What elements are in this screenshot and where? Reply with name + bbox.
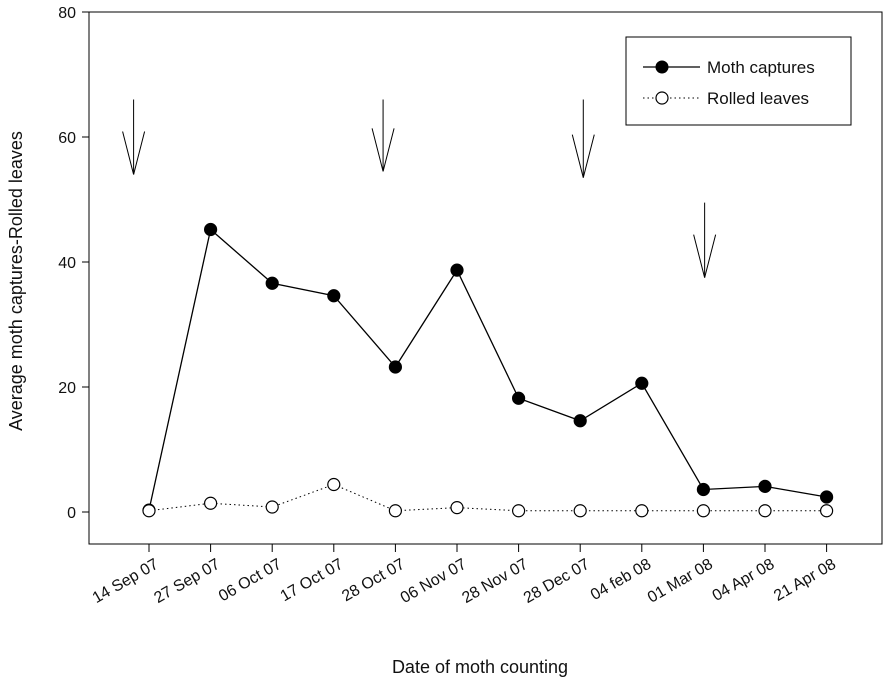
moth-captures-point xyxy=(635,376,649,390)
moth-captures-point xyxy=(204,222,218,237)
legend-marker-rolled xyxy=(655,91,669,105)
legend-label-rolled: Rolled leaves xyxy=(707,89,809,108)
x-tick-label: 06 Oct 07 xyxy=(216,556,285,605)
moth-captures-point xyxy=(511,391,526,405)
moth-captures-point xyxy=(696,482,711,497)
rolled-leaves-point xyxy=(819,504,834,518)
rolled-leaves-point xyxy=(696,504,711,518)
x-axis-title: Date of moth counting xyxy=(392,657,568,677)
y-tick-label: 60 xyxy=(58,130,76,147)
y-tick-label: 40 xyxy=(58,255,76,272)
arrow-annotations xyxy=(122,99,717,278)
arrow-head xyxy=(371,128,395,172)
x-tick-label: 28 Dec 07 xyxy=(521,556,593,607)
moth-captures-line xyxy=(148,228,827,511)
moth-captures-point xyxy=(573,414,587,428)
rolled-leaves-point xyxy=(265,500,279,514)
x-tick-label: 14 Sep 07 xyxy=(90,556,162,607)
arrow-head xyxy=(693,234,717,278)
y-tick-label: 0 xyxy=(67,505,76,522)
x-tick-label: 21 Apr 08 xyxy=(771,556,839,605)
rolled-leaves-point xyxy=(573,504,587,518)
rolled-leaves-point xyxy=(142,504,156,518)
x-tick-label: 28 Oct 07 xyxy=(339,556,408,605)
moth-captures-point xyxy=(388,360,402,374)
x-tick-label: 17 Oct 07 xyxy=(278,556,347,605)
moth-captures-point xyxy=(265,276,279,290)
legend-label-moth: Moth captures xyxy=(707,58,815,77)
rolled-leaves-point xyxy=(204,496,218,510)
arrow-head xyxy=(571,134,595,178)
moth-captures-point xyxy=(327,289,341,303)
plot-frame xyxy=(88,11,883,545)
arrow-head xyxy=(122,131,146,175)
x-tick-label: 28 Nov 07 xyxy=(459,556,531,607)
rolled-leaves-point xyxy=(511,504,526,518)
moth-captures-point xyxy=(450,263,464,277)
rolled-leaves-line xyxy=(148,483,827,512)
rolled-leaves-point xyxy=(450,501,464,515)
y-tick-label: 80 xyxy=(58,5,76,22)
y-axis-title: Average moth captures-Rolled leaves xyxy=(6,131,26,431)
legend: Moth captures Rolled leaves xyxy=(625,36,852,126)
moth-captures-point xyxy=(819,490,834,504)
y-axis: 0 20 40 60 80 xyxy=(58,5,89,522)
legend-box xyxy=(625,36,852,126)
moth-captures-point xyxy=(758,479,772,493)
rolled-leaves-point xyxy=(388,504,402,518)
x-tick-label: 04 Apr 08 xyxy=(710,556,778,605)
series-layer xyxy=(142,222,834,518)
rolled-leaves-point xyxy=(635,504,649,518)
rolled-leaves-point xyxy=(327,477,341,492)
x-tick-label: 01 Mar 08 xyxy=(645,556,716,607)
y-tick-label: 20 xyxy=(58,380,76,397)
x-tick-label: 04 feb 08 xyxy=(588,556,654,604)
legend-marker-moth xyxy=(655,60,669,74)
rolled-leaves-point xyxy=(758,504,772,518)
x-tick-label: 27 Sep 07 xyxy=(151,556,223,607)
x-tick-label: 06 Nov 07 xyxy=(398,556,470,607)
